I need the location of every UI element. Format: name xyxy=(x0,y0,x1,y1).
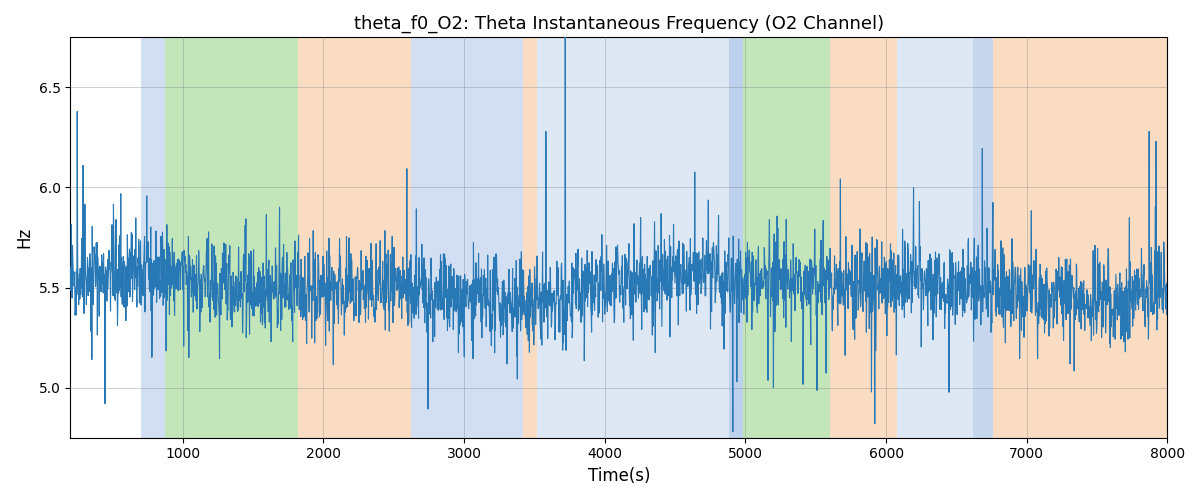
Bar xyxy=(140,38,164,438)
Bar xyxy=(523,38,538,438)
Bar xyxy=(994,38,1182,438)
X-axis label: Time(s): Time(s) xyxy=(588,467,650,485)
Bar xyxy=(538,38,728,438)
Bar xyxy=(728,38,743,438)
Bar xyxy=(298,38,410,438)
Bar xyxy=(743,38,830,438)
Bar xyxy=(164,38,298,438)
Bar xyxy=(410,38,523,438)
Title: theta_f0_O2: Theta Instantaneous Frequency (O2 Channel): theta_f0_O2: Theta Instantaneous Frequen… xyxy=(354,15,884,34)
Bar xyxy=(830,38,898,438)
Bar xyxy=(898,38,973,438)
Y-axis label: Hz: Hz xyxy=(16,227,34,248)
Bar xyxy=(973,38,994,438)
